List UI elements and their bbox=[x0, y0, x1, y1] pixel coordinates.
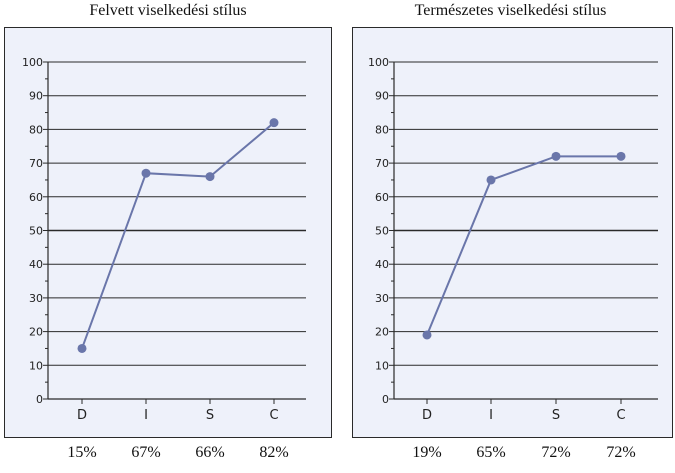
percentage-label-i: 65% bbox=[476, 444, 506, 461]
y-tick-label: 100 bbox=[22, 56, 43, 69]
data-point-c bbox=[616, 151, 626, 161]
percentage-row: 15% 67% 66% 82% bbox=[0, 444, 336, 466]
y-tick-label: 40 bbox=[375, 258, 389, 271]
y-tick-label: 20 bbox=[375, 326, 389, 339]
x-category-label: C bbox=[616, 408, 625, 423]
percentage-label-s: 66% bbox=[195, 444, 225, 461]
data-point-s bbox=[205, 172, 215, 182]
x-category-label: D bbox=[77, 408, 87, 423]
series-line bbox=[426, 155, 621, 336]
percentage-label-d: 19% bbox=[412, 444, 442, 461]
data-point-d bbox=[422, 330, 432, 340]
plot-background bbox=[4, 27, 332, 438]
data-point-i bbox=[486, 175, 496, 185]
y-tick-label: 10 bbox=[375, 359, 389, 372]
percentage-row: 19% 65% 72% 72% bbox=[346, 444, 675, 466]
x-category-label: S bbox=[552, 408, 560, 423]
y-tick-label: 0 bbox=[36, 393, 43, 406]
chart-svg: 0 10 20 30 40 50 60 70 80 90 100 D I S C bbox=[352, 27, 673, 438]
y-tick-label: 70 bbox=[29, 157, 43, 170]
y-tick-label: 60 bbox=[29, 191, 43, 204]
chart-svg: 0 10 20 30 40 50 60 70 80 90 100 D I S C bbox=[4, 27, 332, 438]
y-tick-label: 30 bbox=[29, 292, 43, 305]
series-line bbox=[81, 121, 275, 349]
x-category-label: S bbox=[206, 408, 214, 423]
y-tick-label: 80 bbox=[375, 123, 389, 136]
percentage-label-i: 67% bbox=[131, 444, 161, 461]
percentage-label-c: 82% bbox=[259, 444, 289, 461]
y-tick-label: 90 bbox=[29, 90, 43, 103]
y-tick-label: 30 bbox=[375, 292, 389, 305]
x-category-label: I bbox=[144, 408, 148, 423]
y-tick-label: 0 bbox=[382, 393, 389, 406]
data-point-d bbox=[77, 343, 87, 353]
y-tick-label: 50 bbox=[29, 225, 43, 238]
chart-panel-felvett: Felvett viselkedési stílus 0 10 20 30 40 50 60… bbox=[0, 0, 336, 473]
y-tick-label: 20 bbox=[29, 326, 43, 339]
data-point-s bbox=[551, 151, 561, 161]
data-point-c bbox=[269, 118, 279, 128]
chart-panel-termeszetes: Természetes viselkedési stílus 0 10 20 30 40… bbox=[346, 0, 675, 473]
x-category-label: D bbox=[422, 408, 432, 423]
percentage-label-d: 15% bbox=[67, 444, 97, 461]
x-category-label: I bbox=[489, 408, 493, 423]
data-point-i bbox=[141, 168, 151, 178]
y-tick-label: 50 bbox=[375, 225, 389, 238]
chart-title: Természetes viselkedési stílus bbox=[414, 2, 607, 19]
y-tick-label: 70 bbox=[375, 157, 389, 170]
chart-title: Felvett viselkedési stílus bbox=[89, 2, 247, 19]
y-tick-label: 100 bbox=[368, 56, 389, 69]
x-category-label: C bbox=[269, 408, 278, 423]
y-tick-label: 40 bbox=[29, 258, 43, 271]
plot-background bbox=[352, 27, 673, 438]
y-tick-label: 60 bbox=[375, 191, 389, 204]
percentage-label-s: 72% bbox=[541, 444, 571, 461]
y-tick-label: 10 bbox=[29, 359, 43, 372]
percentage-label-c: 72% bbox=[606, 444, 636, 461]
y-tick-label: 90 bbox=[375, 90, 389, 103]
y-tick-label: 80 bbox=[29, 123, 43, 136]
